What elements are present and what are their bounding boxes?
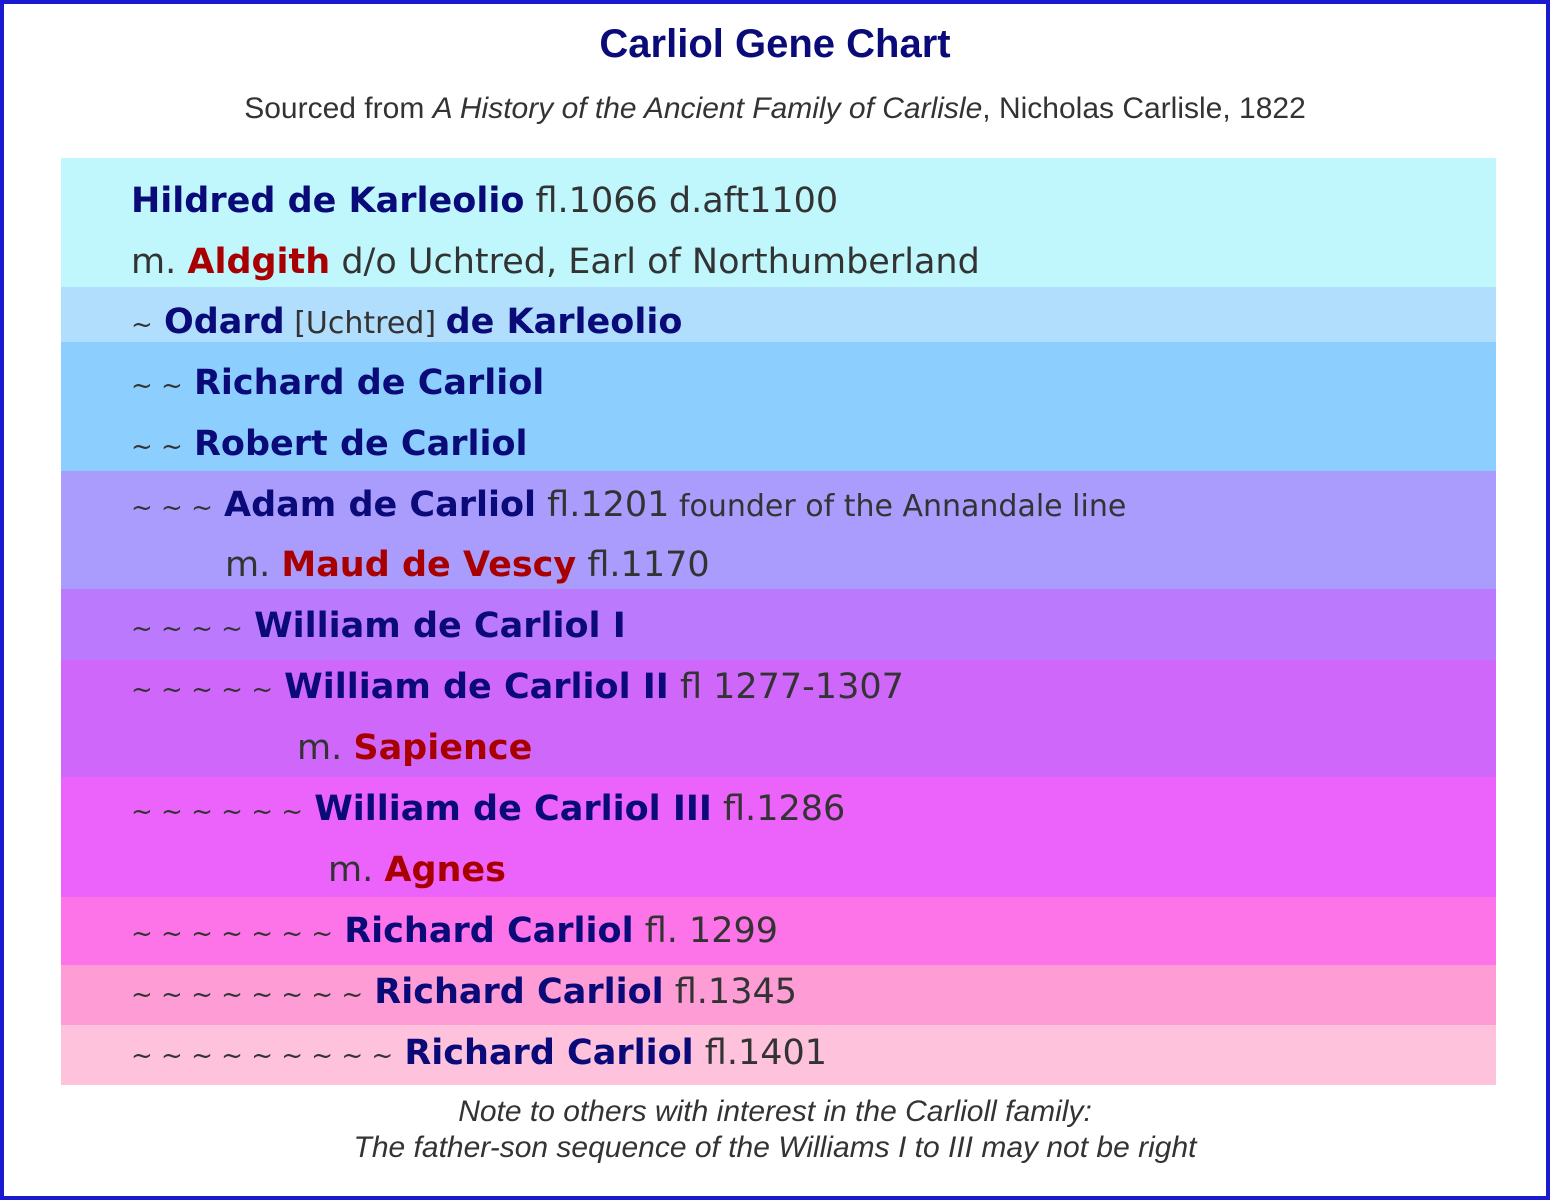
- person-dates: fl.1401: [693, 1033, 828, 1073]
- gene-chart: Hildred de Karleolio fl.1066 d.aft1100 m…: [61, 158, 1496, 1085]
- chart-title: Carliol Gene Chart: [599, 22, 951, 66]
- married-prefix: m.: [225, 545, 282, 585]
- chart-subtitle: Sourced from A History of the Ancient Fa…: [0, 92, 1550, 126]
- spouse-detail: d/o Uchtred, Earl of Northumberland: [330, 242, 980, 282]
- person-alias: [Uchtred]: [284, 306, 446, 341]
- band-william-1: [61, 589, 1496, 660]
- generation-marker: ~ ~ ~ ~ ~ ~ ~ ~ ~: [131, 1041, 394, 1071]
- person-surname: de Karleolio: [445, 302, 683, 342]
- person-robert-de-carliol: ~ ~ Robert de Carliol: [131, 414, 528, 474]
- band-william-3: [61, 777, 1496, 897]
- spouse-agnes: m. Agnes: [328, 840, 506, 900]
- generation-marker: ~ ~ ~ ~ ~ ~: [131, 797, 304, 827]
- married-prefix: m.: [131, 242, 188, 282]
- band-odard: [61, 287, 1496, 342]
- person-hildred: Hildred de Karleolio fl.1066 d.aft1100: [131, 171, 838, 231]
- person-richard-carliol-1345: ~ ~ ~ ~ ~ ~ ~ ~ Richard Carliol fl.1345: [131, 962, 797, 1022]
- person-name: Adam de Carliol: [224, 485, 537, 525]
- person-richard-carliol-1299: ~ ~ ~ ~ ~ ~ ~ Richard Carliol fl. 1299: [131, 901, 778, 961]
- person-name: William de Carliol II: [284, 667, 669, 707]
- generation-marker: ~ ~ ~ ~ ~ ~ ~ ~: [131, 980, 364, 1010]
- person-richard-carliol-1401: ~ ~ ~ ~ ~ ~ ~ ~ ~ Richard Carliol fl.140…: [131, 1023, 827, 1083]
- generation-marker: ~ ~ ~ ~: [131, 614, 243, 644]
- band-hildred: [61, 158, 1496, 287]
- generation-marker: ~ ~ ~: [131, 493, 213, 523]
- spouse-name: Aldgith: [187, 242, 331, 282]
- spouse-sapience: m. Sapience: [297, 718, 532, 778]
- generation-marker: ~ ~ ~ ~ ~: [131, 675, 273, 705]
- person-richard-de-carliol: ~ ~ Richard de Carliol: [131, 353, 544, 413]
- person-name: Robert de Carliol: [193, 424, 528, 464]
- spouse-aldgith: m. Aldgith d/o Uchtred, Earl of Northumb…: [131, 232, 980, 292]
- person-william-de-carliol-1: ~ ~ ~ ~ William de Carliol I: [131, 596, 626, 656]
- spouse-name: Sapience: [353, 728, 533, 768]
- subtitle-prefix: Sourced from: [244, 92, 433, 125]
- person-dates: fl. 1299: [633, 911, 779, 951]
- spouse-name: Agnes: [384, 850, 506, 890]
- person-dates: fl.1066 d.aft1100: [524, 181, 839, 221]
- person-adam-de-carliol: ~ ~ ~ Adam de Carliol fl.1201 founder of…: [131, 475, 1126, 535]
- spouse-detail: fl.1170: [576, 545, 710, 585]
- subtitle-suffix: , Nicholas Carlisle, 1822: [982, 92, 1306, 125]
- person-dates: fl.1345: [663, 972, 797, 1012]
- generation-marker: ~ ~: [131, 371, 183, 401]
- band-william-2: [61, 660, 1496, 777]
- footer-note-line-2: The father-son sequence of the Williams …: [353, 1131, 1197, 1164]
- spouse-maud-de-vescy: m. Maud de Vescy fl.1170: [225, 535, 710, 595]
- person-note: founder of the Annandale line: [669, 489, 1127, 524]
- band-adam: [61, 471, 1496, 589]
- person-name: Odard: [163, 302, 285, 342]
- footer-note-line-1: Note to others with interest in the Carl…: [458, 1095, 1092, 1128]
- person-name: Richard Carliol: [404, 1033, 694, 1073]
- person-name: Richard Carliol: [344, 911, 634, 951]
- person-name: Hildred de Karleolio: [131, 181, 525, 221]
- band-richard-1401: [61, 1025, 1496, 1085]
- person-name: Richard de Carliol: [193, 363, 545, 403]
- person-dates: fl.1201: [536, 485, 670, 525]
- person-dates: fl 1277-1307: [668, 667, 904, 707]
- generation-marker: ~ ~ ~ ~ ~ ~ ~: [131, 919, 334, 949]
- generation-marker: ~: [131, 310, 153, 340]
- married-prefix: m.: [328, 850, 385, 890]
- generation-marker: ~ ~: [131, 432, 183, 462]
- person-william-de-carliol-2: ~ ~ ~ ~ ~ William de Carliol II fl 1277-…: [131, 657, 904, 717]
- person-name: Richard Carliol: [374, 972, 664, 1012]
- person-dates: fl.1286: [711, 789, 846, 829]
- spouse-name: Maud de Vescy: [281, 545, 577, 585]
- person-odard: ~ Odard [Uchtred] de Karleolio: [131, 292, 682, 352]
- person-name: William de Carliol III: [314, 789, 712, 829]
- person-william-de-carliol-3: ~ ~ ~ ~ ~ ~ William de Carliol III fl.12…: [131, 779, 845, 839]
- subtitle-book-title: A History of the Ancient Family of Carli…: [432, 92, 983, 125]
- band-richard-robert: [61, 342, 1496, 471]
- band-richard-1345: [61, 965, 1496, 1025]
- band-richard-1299: [61, 897, 1496, 965]
- person-name: William de Carliol I: [254, 606, 626, 646]
- married-prefix: m.: [297, 728, 354, 768]
